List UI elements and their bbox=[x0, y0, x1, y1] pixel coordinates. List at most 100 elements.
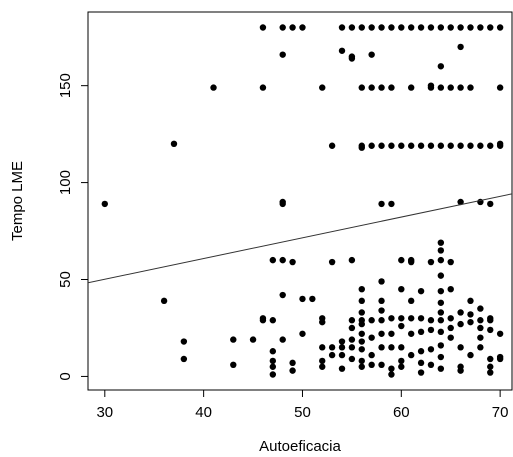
data-point bbox=[328, 344, 336, 351]
data-point bbox=[358, 309, 365, 316]
data-point bbox=[210, 84, 217, 91]
data-point bbox=[269, 363, 277, 370]
data-point bbox=[496, 330, 504, 337]
data-point bbox=[447, 286, 454, 293]
data-point bbox=[368, 317, 375, 324]
data-point bbox=[398, 357, 405, 365]
data-point bbox=[338, 24, 346, 31]
data-point bbox=[348, 256, 356, 264]
data-point bbox=[378, 307, 385, 314]
data-point bbox=[437, 299, 445, 306]
data-point bbox=[447, 334, 454, 341]
y-tick-label: 0 bbox=[57, 372, 74, 380]
data-point bbox=[437, 353, 445, 361]
data-point bbox=[259, 24, 267, 31]
data-point bbox=[427, 24, 435, 31]
data-point bbox=[407, 351, 415, 359]
data-point bbox=[279, 24, 286, 31]
data-point bbox=[457, 367, 464, 374]
data-point bbox=[338, 338, 346, 345]
x-tick-label: 40 bbox=[195, 404, 212, 421]
data-point bbox=[269, 371, 277, 378]
data-point bbox=[427, 326, 435, 334]
data-point bbox=[299, 295, 306, 303]
data-point bbox=[487, 142, 494, 149]
data-point bbox=[269, 357, 277, 365]
data-point bbox=[496, 142, 504, 149]
data-point bbox=[457, 320, 464, 328]
data-point bbox=[437, 24, 445, 31]
y-tick-label: 50 bbox=[57, 271, 74, 288]
y-tick-label: 100 bbox=[57, 170, 74, 195]
data-point bbox=[407, 330, 415, 337]
data-point bbox=[407, 258, 415, 266]
x-axis: 30 40 50 60 70 bbox=[96, 389, 509, 421]
data-point bbox=[407, 24, 415, 31]
data-point bbox=[437, 309, 445, 316]
data-point bbox=[170, 140, 178, 148]
data-point bbox=[388, 200, 395, 208]
data-point bbox=[388, 365, 395, 372]
data-point bbox=[447, 142, 454, 149]
data-point bbox=[437, 63, 445, 70]
data-point bbox=[368, 84, 375, 91]
data-point bbox=[358, 363, 365, 370]
data-point bbox=[289, 359, 296, 367]
data-point bbox=[467, 142, 474, 149]
x-tick-label: 50 bbox=[294, 404, 311, 421]
data-point bbox=[407, 142, 415, 149]
data-point bbox=[427, 361, 435, 368]
data-point bbox=[378, 278, 385, 285]
data-point bbox=[457, 309, 464, 316]
x-tick-label: 70 bbox=[492, 404, 509, 421]
data-point bbox=[358, 320, 365, 328]
data-point bbox=[319, 344, 326, 351]
x-tick-label: 60 bbox=[393, 404, 410, 421]
data-point bbox=[348, 344, 356, 351]
data-point bbox=[398, 24, 405, 31]
data-point bbox=[437, 239, 445, 246]
data-point bbox=[319, 318, 326, 326]
data-point bbox=[289, 258, 296, 266]
data-point bbox=[338, 351, 346, 359]
data-point bbox=[180, 355, 188, 363]
data-point bbox=[279, 51, 286, 58]
data-point bbox=[398, 315, 405, 322]
data-point bbox=[388, 142, 395, 149]
data-point bbox=[487, 317, 494, 324]
data-point bbox=[279, 336, 286, 343]
data-point bbox=[427, 84, 435, 91]
data-point bbox=[417, 348, 425, 355]
data-point bbox=[358, 330, 365, 337]
regression-line-group bbox=[88, 193, 512, 284]
data-point bbox=[398, 322, 405, 330]
data-point bbox=[348, 317, 356, 324]
data-point bbox=[269, 317, 277, 324]
data-point bbox=[309, 295, 316, 303]
data-point bbox=[358, 24, 365, 31]
data-point bbox=[447, 84, 454, 91]
data-point bbox=[319, 84, 326, 91]
data-point bbox=[378, 330, 385, 337]
data-point bbox=[477, 334, 484, 341]
data-point bbox=[368, 361, 375, 368]
data-point bbox=[388, 24, 395, 31]
data-point bbox=[378, 200, 385, 208]
data-point bbox=[348, 24, 356, 31]
data-point bbox=[398, 256, 405, 264]
data-point bbox=[338, 47, 346, 54]
data-point bbox=[477, 142, 484, 149]
data-point bbox=[358, 346, 365, 353]
data-point bbox=[378, 361, 385, 368]
data-point bbox=[338, 344, 346, 351]
data-point bbox=[269, 348, 277, 355]
data-point bbox=[368, 51, 375, 58]
data-point bbox=[328, 142, 336, 149]
data-point bbox=[407, 84, 415, 91]
data-point bbox=[467, 311, 474, 318]
data-point bbox=[437, 287, 445, 295]
data-point bbox=[398, 363, 405, 370]
data-point bbox=[457, 24, 464, 31]
data-point bbox=[457, 84, 464, 91]
data-point bbox=[378, 84, 385, 91]
